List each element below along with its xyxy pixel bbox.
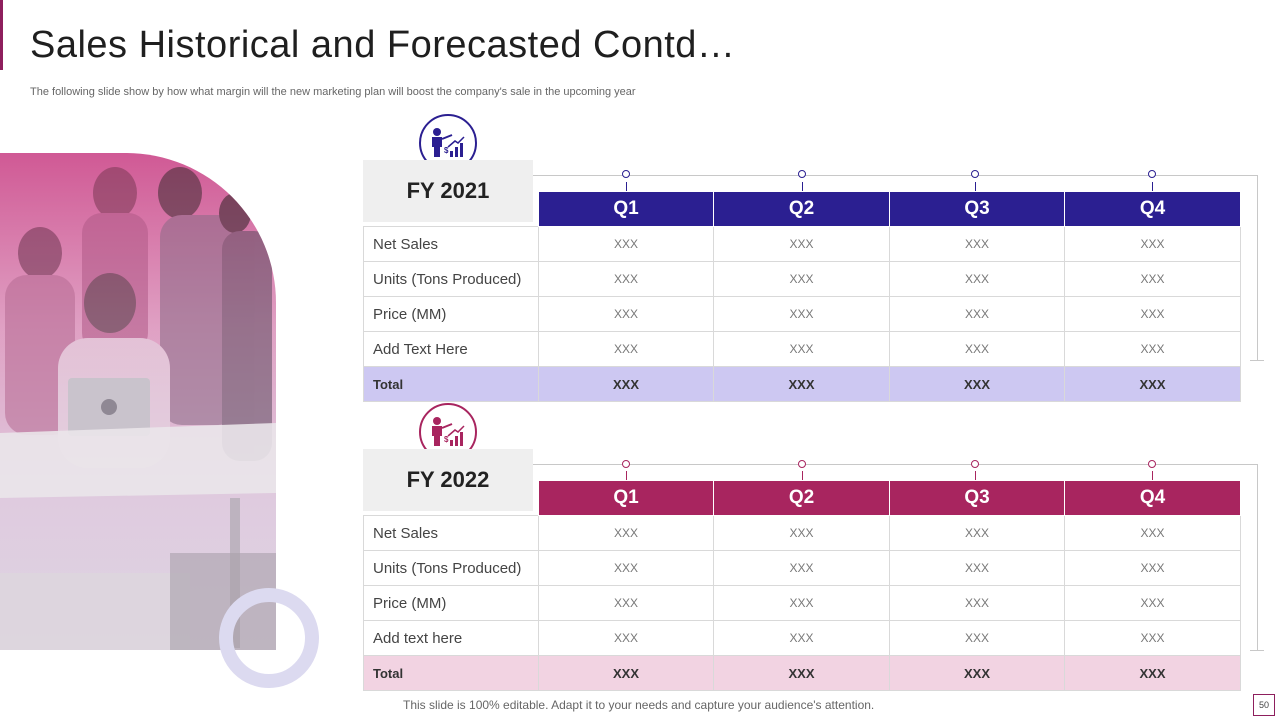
table-row: Net Sales XXX XXX XXX XXX (363, 226, 1241, 262)
quarter-header: Q2 (713, 191, 890, 227)
row-label: Net Sales (363, 515, 539, 551)
table-header-row: Q1 Q2 Q3 Q4 (363, 191, 1241, 227)
table-cell: XXX (538, 331, 714, 367)
table-cell: XXX (1064, 331, 1241, 367)
table-cell: XXX (713, 585, 890, 621)
title-accent-bar (0, 0, 3, 70)
table-cell: XXX (538, 226, 714, 262)
table-cell: XXX (1064, 296, 1241, 332)
table-cell: XXX (713, 331, 890, 367)
quarter-header: Q1 (538, 480, 714, 516)
total-cell: XXX (713, 655, 890, 691)
total-cell: XXX (1064, 655, 1241, 691)
bracket-top-line (533, 175, 1257, 176)
quarter-pin (971, 460, 979, 468)
page-number: 50 (1253, 694, 1275, 716)
quarter-header: Q3 (889, 191, 1065, 227)
quarter-pin (1148, 460, 1156, 468)
table-cell: XXX (713, 226, 890, 262)
table-cell: XXX (889, 331, 1065, 367)
total-cell: XXX (1064, 366, 1241, 402)
row-label: Net Sales (363, 226, 539, 262)
total-cell: XXX (713, 366, 890, 402)
table-row: Units (Tons Produced) XXX XXX XXX XXX (363, 261, 1241, 297)
table-cell: XXX (538, 585, 714, 621)
quarter-header: Q4 (1064, 480, 1241, 516)
team-at-laptop-photo (0, 167, 276, 650)
table-cell: XXX (538, 261, 714, 297)
table-cell: XXX (1064, 261, 1241, 297)
total-cell: XXX (538, 366, 714, 402)
table-cell: XXX (1064, 515, 1241, 551)
table-cell: XXX (889, 585, 1065, 621)
table-row: Add text here XXX XXX XXX XXX (363, 620, 1241, 656)
svg-text:$: $ (444, 146, 449, 155)
table-cell: XXX (538, 515, 714, 551)
quarter-header: Q3 (889, 480, 1065, 516)
decorative-ring (219, 588, 319, 688)
table-cell: XXX (1064, 620, 1241, 656)
quarter-header: Q4 (1064, 191, 1241, 227)
table-cell: XXX (713, 261, 890, 297)
table-cell: XXX (538, 296, 714, 332)
table-row: Price (MM) XXX XXX XXX XXX (363, 585, 1241, 621)
table-cell: XXX (889, 226, 1065, 262)
total-cell: XXX (889, 366, 1065, 402)
table-row: Units (Tons Produced) XXX XXX XXX XXX (363, 550, 1241, 586)
row-label: Price (MM) (363, 585, 539, 621)
quarter-pin (1148, 170, 1156, 178)
total-row: Total XXX XXX XXX XXX (363, 655, 1241, 691)
bracket-top-line (533, 464, 1257, 465)
table-cell: XXX (1064, 585, 1241, 621)
table-cell: XXX (538, 620, 714, 656)
table-cell: XXX (713, 296, 890, 332)
table-header-row: Q1 Q2 Q3 Q4 (363, 480, 1241, 516)
total-label: Total (363, 655, 539, 691)
quarter-header: Q2 (713, 480, 890, 516)
svg-text:$: $ (444, 435, 449, 444)
quarter-pin (798, 170, 806, 178)
total-row: Total XXX XXX XXX XXX (363, 366, 1241, 402)
total-cell: XXX (538, 655, 714, 691)
table-cell: XXX (889, 550, 1065, 586)
sales-table-fy2022: Q1 Q2 Q3 Q4 Net Sales XXX XXX XXX XXX Un… (363, 480, 1241, 691)
slide-subtitle: The following slide show by how what mar… (30, 86, 636, 98)
table-cell: XXX (1064, 550, 1241, 586)
table-cell: XXX (713, 620, 890, 656)
quarter-pin (798, 460, 806, 468)
row-label: Units (Tons Produced) (363, 550, 539, 586)
quarter-pin (622, 170, 630, 178)
bracket-side-line (1257, 175, 1258, 360)
table-cell: XXX (1064, 226, 1241, 262)
bracket-foot (1250, 650, 1264, 651)
bracket-foot (1250, 360, 1264, 361)
table-cell: XXX (889, 515, 1065, 551)
table-row: Price (MM) XXX XXX XXX XXX (363, 296, 1241, 332)
sales-table-fy2021: Q1 Q2 Q3 Q4 Net Sales XXX XXX XXX XXX Un… (363, 191, 1241, 402)
quarter-pin (971, 170, 979, 178)
table-cell: XXX (713, 515, 890, 551)
quarter-pin (622, 460, 630, 468)
row-label: Add text here (363, 620, 539, 656)
table-cell: XXX (889, 296, 1065, 332)
table-cell: XXX (713, 550, 890, 586)
quarter-header: Q1 (538, 191, 714, 227)
table-row: Add Text Here XXX XXX XXX XXX (363, 331, 1241, 367)
total-cell: XXX (889, 655, 1065, 691)
slide-title: Sales Historical and Forecasted Contd… (30, 24, 736, 66)
table-cell: XXX (889, 620, 1065, 656)
table-cell: XXX (889, 261, 1065, 297)
total-label: Total (363, 366, 539, 402)
slide-footer: This slide is 100% editable. Adapt it to… (403, 698, 875, 712)
team-photo (0, 153, 276, 650)
bracket-side-line (1257, 464, 1258, 650)
row-label: Units (Tons Produced) (363, 261, 539, 297)
row-label: Price (MM) (363, 296, 539, 332)
table-cell: XXX (538, 550, 714, 586)
table-row: Net Sales XXX XXX XXX XXX (363, 515, 1241, 551)
row-label: Add Text Here (363, 331, 539, 367)
